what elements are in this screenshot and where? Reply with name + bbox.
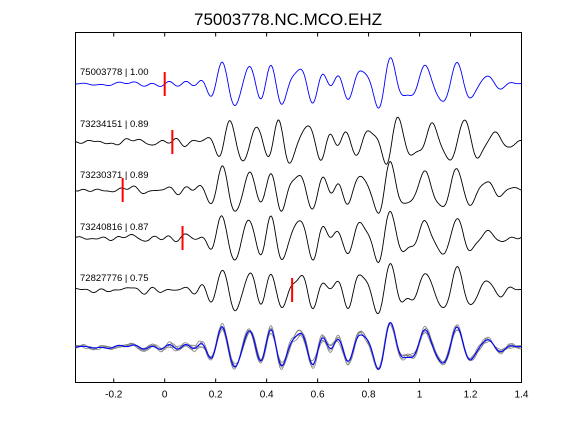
trace-label: 73230371 | 0.89 (80, 170, 149, 181)
x-axis: -0.2 0 0.2 0.4 0.6 0.8 1 1.2 1.4 (105, 32, 529, 401)
x-tick-label: 0.4 (260, 390, 274, 401)
x-tick-label: -0.2 (105, 390, 123, 401)
x-tick-label: 0.6 (311, 390, 325, 401)
trace-label: 72827776 | 0.75 (80, 273, 149, 284)
trace-label: 75003778 | 1.00 (80, 67, 149, 78)
chart-title: 75003778.NC.MCO.EHZ (194, 10, 382, 29)
x-tick-label: 1 (417, 390, 423, 401)
trace-line (75, 210, 522, 264)
x-tick-label: 0 (162, 390, 168, 401)
stack-trace (75, 324, 522, 371)
x-tick-label: 0.2 (209, 390, 223, 401)
trace-line (75, 116, 522, 165)
x-tick-label: 0.8 (362, 390, 376, 401)
trace-line (75, 160, 522, 214)
trace-panels: 75003778 | 1.00 73234151 | 0.89 73230371 |… (75, 57, 522, 315)
stacked-overlay (75, 321, 522, 371)
stack-reference-trace (75, 322, 522, 370)
trace-line (75, 263, 522, 315)
trace-label: 73234151 | 0.89 (80, 119, 149, 130)
x-tick-label: 1.2 (464, 390, 478, 401)
x-tick-label: 1.4 (515, 390, 529, 401)
trace-line (75, 57, 522, 109)
axes-frame (75, 32, 522, 383)
trace-label: 73240816 | 0.87 (80, 222, 149, 233)
